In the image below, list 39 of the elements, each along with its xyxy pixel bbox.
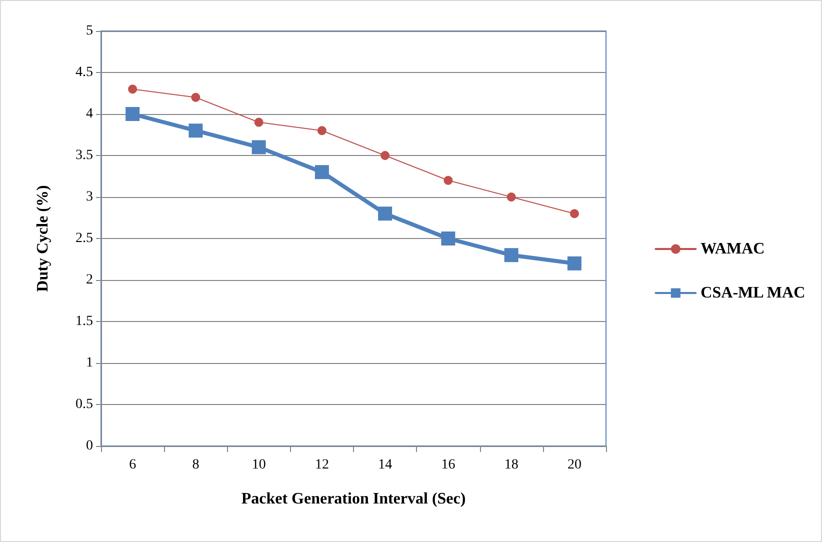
point <box>506 192 516 202</box>
point <box>317 126 326 136</box>
point <box>441 232 456 246</box>
y-tick-label: 0 <box>86 438 93 454</box>
point <box>252 140 266 154</box>
point <box>188 124 203 138</box>
x-tick-label: 18 <box>504 458 518 472</box>
y-tick-label: 4 <box>86 106 93 122</box>
point <box>378 206 392 221</box>
point <box>504 248 518 262</box>
y-tick-label: 0.5 <box>76 397 93 412</box>
y-axis-title: Duty Cycle (%) <box>34 185 52 292</box>
x-tick-label: 14 <box>378 458 392 472</box>
y-tick-label: 3.5 <box>76 148 93 163</box>
point <box>314 165 329 180</box>
y-tick-label: 2 <box>86 272 93 288</box>
x-tick-label: 10 <box>252 458 266 472</box>
point <box>191 92 200 102</box>
point <box>567 256 582 270</box>
point <box>254 118 264 127</box>
x-axis-title: Packet Generation Interval (Sec) <box>241 490 466 508</box>
y-tick-label: 3 <box>86 190 93 204</box>
y-tick-label: 5 <box>86 24 93 38</box>
y-tick-label: 1.5 <box>76 314 93 329</box>
x-tick-label: 6 <box>129 458 136 472</box>
legend-label: WAMAC <box>700 240 765 258</box>
x-tick-label: 8 <box>192 458 200 472</box>
y-tick-label: 2.5 <box>76 231 93 246</box>
point <box>444 176 453 185</box>
y-tick-label: 1 <box>86 356 93 370</box>
x-tick-label: 16 <box>441 458 456 472</box>
x-tick-label: 12 <box>314 458 329 472</box>
point <box>128 84 138 94</box>
point <box>126 107 140 121</box>
point <box>380 151 390 160</box>
legend-label: CSA-ML MAC <box>700 284 806 302</box>
y-tick-label: 4.5 <box>76 65 93 80</box>
x-tick-label: 20 <box>567 458 582 472</box>
point <box>570 209 579 218</box>
